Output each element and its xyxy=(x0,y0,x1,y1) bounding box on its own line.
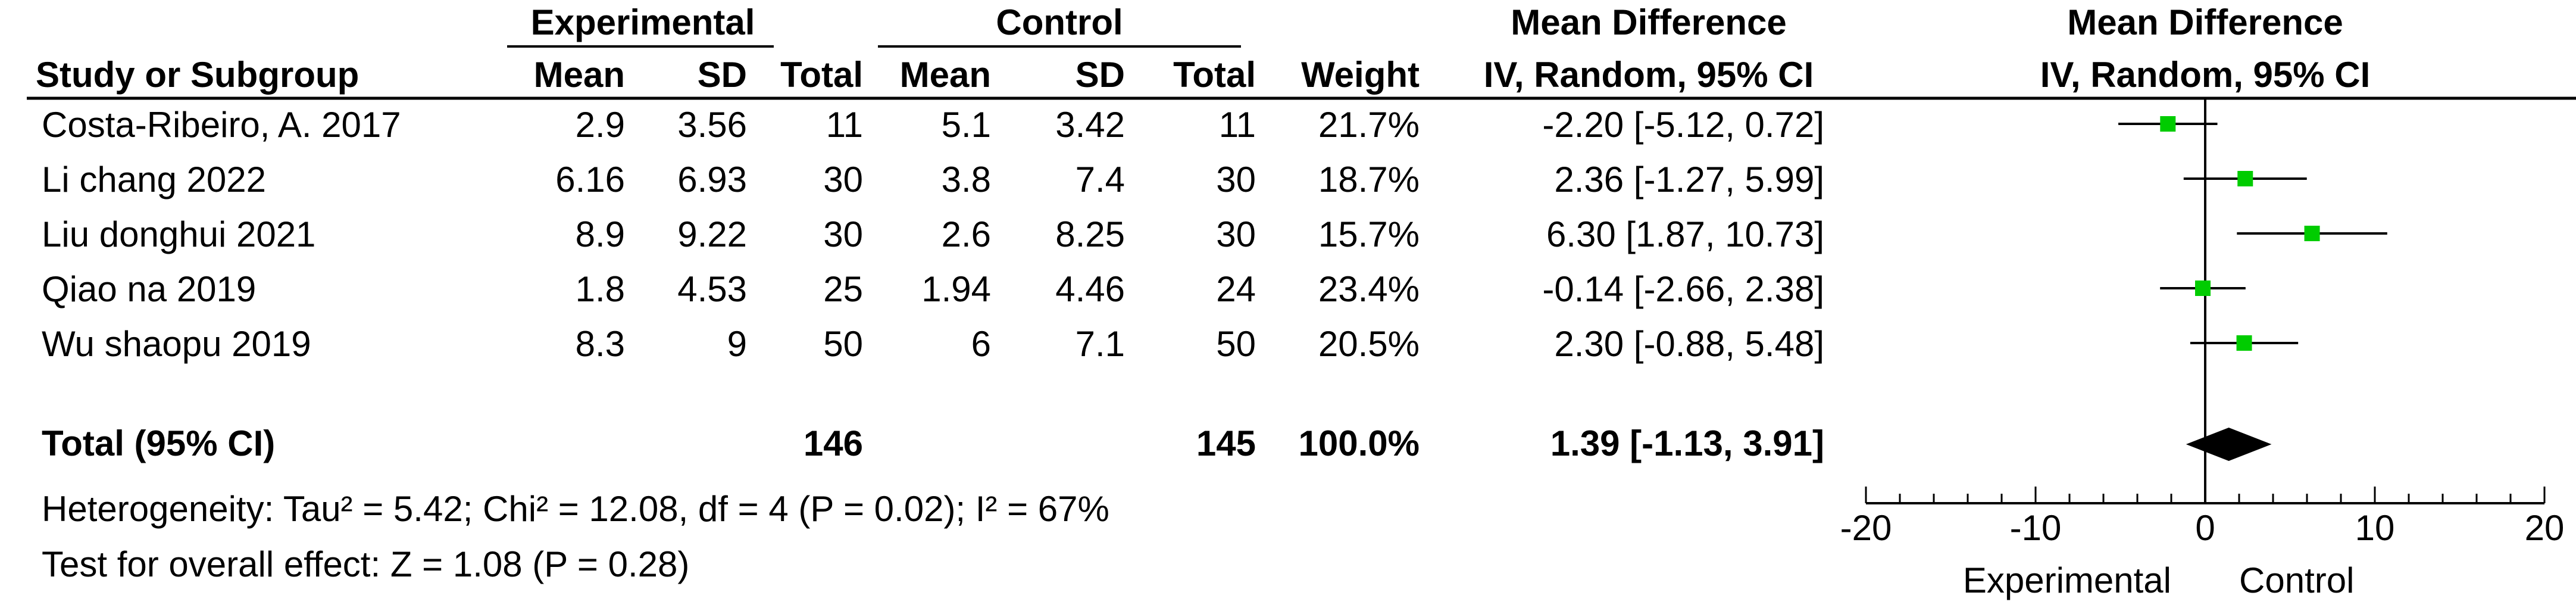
col-ctl-total: Total xyxy=(1173,55,1256,95)
study-marker xyxy=(2304,226,2320,241)
total-ctl: 145 xyxy=(1196,423,1256,463)
x-tick-label: 20 xyxy=(2525,508,2565,548)
ctl-total: 11 xyxy=(1219,105,1256,145)
table-row: Wu shaopu 2019 8.3 9 50 6 7.1 50 20.5% 2… xyxy=(42,324,1824,364)
col-effect-right: IV, Random, 95% CI xyxy=(2040,55,2371,95)
exp-sd: 3.56 xyxy=(677,105,747,145)
ctl-mean: 6 xyxy=(971,324,991,364)
ctl-sd: 7.1 xyxy=(1076,324,1125,364)
col-exp-total: Total xyxy=(780,55,863,95)
col-exp-sd: SD xyxy=(698,55,747,95)
exp-mean: 6.16 xyxy=(555,160,625,200)
weight: 21.7% xyxy=(1318,105,1420,145)
ctl-total: 24 xyxy=(1216,269,1256,309)
ctl-sd: 4.46 xyxy=(1055,269,1125,309)
ctl-sd: 3.42 xyxy=(1055,105,1125,145)
weight: 23.4% xyxy=(1318,269,1420,309)
exp-mean: 2.9 xyxy=(576,105,625,145)
ctl-total: 30 xyxy=(1216,160,1256,200)
col-study: Study or Subgroup xyxy=(36,55,359,95)
col-effect-left: IV, Random, 95% CI xyxy=(1484,55,1814,95)
ci-text: -0.14 [-2.66, 2.38] xyxy=(1542,269,1824,309)
col-exp-mean: Mean xyxy=(534,55,625,95)
study-name: Li chang 2022 xyxy=(42,160,266,200)
weight: 15.7% xyxy=(1318,214,1420,254)
x-tick-label: 0 xyxy=(2195,508,2215,548)
exp-total: 30 xyxy=(823,160,863,200)
favours-left-label: Experimental xyxy=(1963,560,2171,600)
exp-total: 11 xyxy=(826,105,863,145)
header-mean-difference-left: Mean Difference xyxy=(1511,2,1786,42)
total-exp: 146 xyxy=(804,423,863,463)
ctl-total: 30 xyxy=(1216,214,1256,254)
ctl-mean: 3.8 xyxy=(942,160,991,200)
exp-mean: 8.9 xyxy=(576,214,625,254)
col-ctl-sd: SD xyxy=(1076,55,1125,95)
header-mean-difference-right: Mean Difference xyxy=(2067,2,2343,42)
ctl-sd: 7.4 xyxy=(1076,160,1125,200)
heterogeneity-text: Heterogeneity: Tau² = 5.42; Chi² = 12.08… xyxy=(42,489,1109,529)
col-weight: Weight xyxy=(1301,55,1420,95)
total-label: Total (95% CI) xyxy=(42,423,275,463)
ctl-mean: 5.1 xyxy=(942,105,991,145)
exp-total: 25 xyxy=(823,269,863,309)
weight: 18.7% xyxy=(1318,160,1420,200)
header-control: Control xyxy=(996,2,1123,42)
exp-sd: 9.22 xyxy=(677,214,747,254)
forest-plot: -20 -10 0 10 20 Experimental Control xyxy=(1840,98,2565,600)
weight: 20.5% xyxy=(1318,324,1420,364)
study-marker xyxy=(2236,335,2252,351)
study-marker xyxy=(2195,280,2211,296)
exp-mean: 1.8 xyxy=(576,269,625,309)
exp-sd: 4.53 xyxy=(677,269,747,309)
table-row: Costa-Ribeiro, A. 2017 2.9 3.56 11 5.1 3… xyxy=(42,105,1824,145)
ci-text: 2.36 [-1.27, 5.99] xyxy=(1554,160,1824,200)
col-ctl-mean: Mean xyxy=(900,55,991,95)
study-rows: Costa-Ribeiro, A. 2017 2.9 3.56 11 5.1 3… xyxy=(42,105,1824,364)
ctl-mean: 2.6 xyxy=(942,214,991,254)
table-row: Qiao na 2019 1.8 4.53 25 1.94 4.46 24 23… xyxy=(42,269,1824,309)
total-ci-text: 1.39 [-1.13, 3.91] xyxy=(1550,423,1824,463)
ci-text: -2.20 [-5.12, 0.72] xyxy=(1542,105,1824,145)
study-marker xyxy=(2160,116,2176,132)
study-name: Wu shaopu 2019 xyxy=(42,324,311,364)
favours-right-label: Control xyxy=(2239,560,2354,600)
exp-sd: 6.93 xyxy=(677,160,747,200)
study-name: Costa-Ribeiro, A. 2017 xyxy=(42,105,401,145)
exp-sd: 9 xyxy=(727,324,747,364)
study-marker xyxy=(2237,171,2253,186)
ctl-sd: 8.25 xyxy=(1055,214,1125,254)
table-row: Liu donghui 2021 8.9 9.22 30 2.6 8.25 30… xyxy=(42,214,1824,254)
study-name: Liu donghui 2021 xyxy=(42,214,315,254)
x-tick-label: -10 xyxy=(2010,508,2062,548)
overall-effect-text: Test for overall effect: Z = 1.08 (P = 0… xyxy=(42,544,689,584)
header-experimental: Experimental xyxy=(531,2,755,42)
x-tick-label: 10 xyxy=(2355,508,2395,548)
ctl-total: 50 xyxy=(1216,324,1256,364)
ctl-mean: 1.94 xyxy=(921,269,991,309)
exp-total: 50 xyxy=(823,324,863,364)
ci-text: 2.30 [-0.88, 5.48] xyxy=(1554,324,1824,364)
total-row: Total (95% CI) 146 145 100.0% 1.39 [-1.1… xyxy=(42,423,1824,463)
exp-total: 30 xyxy=(823,214,863,254)
table-row: Li chang 2022 6.16 6.93 30 3.8 7.4 30 18… xyxy=(42,160,1824,200)
study-name: Qiao na 2019 xyxy=(42,269,256,309)
pooled-diamond xyxy=(2186,428,2272,461)
ci-text: 6.30 [1.87, 10.73] xyxy=(1546,214,1824,254)
total-weight: 100.0% xyxy=(1299,423,1420,463)
x-tick-label: -20 xyxy=(1840,508,1892,548)
exp-mean: 8.3 xyxy=(576,324,625,364)
